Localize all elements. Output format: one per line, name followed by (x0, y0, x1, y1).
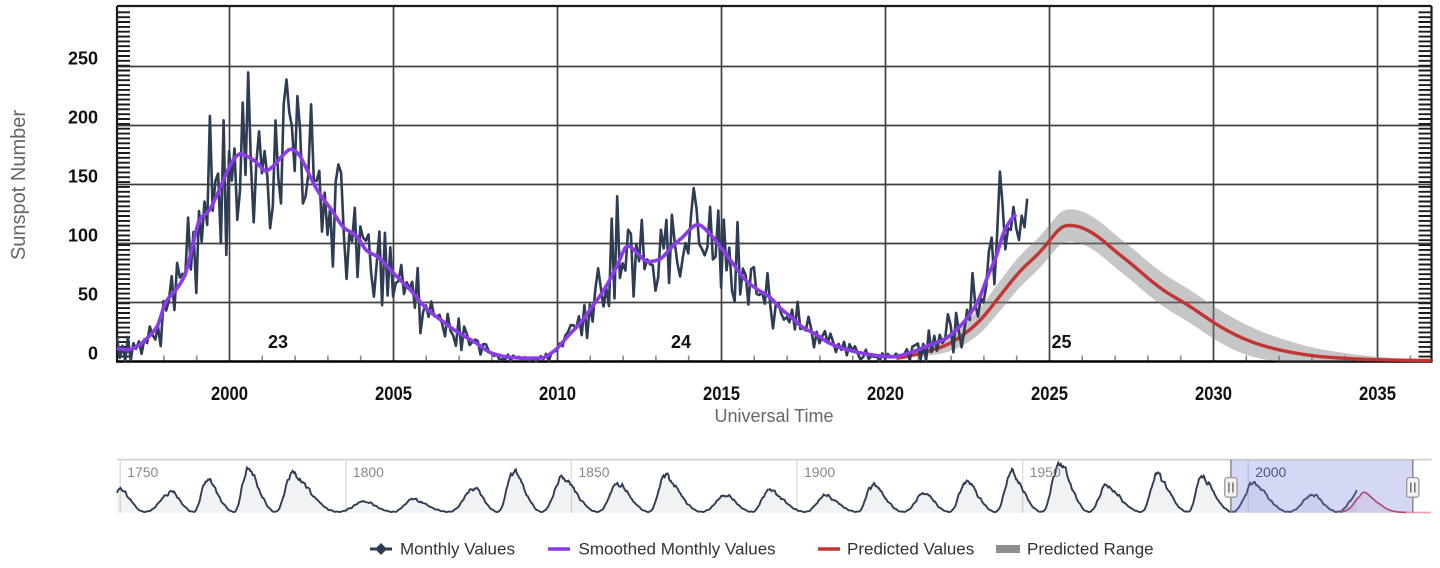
svg-text:2025: 2025 (1031, 384, 1068, 405)
svg-text:Universal Time: Universal Time (714, 406, 833, 426)
svg-text:1900: 1900 (804, 464, 835, 480)
svg-text:1800: 1800 (353, 464, 384, 480)
svg-text:Sunspot Number: Sunspot Number (8, 110, 30, 260)
svg-text:250: 250 (68, 48, 98, 68)
svg-text:2035: 2035 (1359, 384, 1396, 405)
svg-text:0: 0 (88, 343, 98, 363)
svg-text:Smoothed Monthly Values: Smoothed Monthly Values (579, 540, 776, 559)
svg-text:24: 24 (671, 332, 691, 352)
svg-text:1950: 1950 (1030, 464, 1061, 480)
svg-text:2015: 2015 (703, 384, 740, 405)
svg-text:2000: 2000 (1255, 464, 1286, 480)
svg-text:Predicted Values: Predicted Values (847, 540, 974, 559)
svg-text:50: 50 (78, 284, 98, 304)
svg-text:100: 100 (68, 225, 98, 245)
svg-text:25: 25 (1051, 332, 1071, 352)
svg-text:1750: 1750 (127, 464, 158, 480)
svg-text:Monthly Values: Monthly Values (400, 540, 515, 559)
svg-text:Predicted Range: Predicted Range (1027, 540, 1154, 559)
svg-text:2000: 2000 (211, 384, 248, 405)
svg-text:200: 200 (68, 107, 98, 127)
svg-text:2010: 2010 (539, 384, 576, 405)
svg-text:23: 23 (268, 332, 288, 352)
svg-text:150: 150 (68, 166, 98, 186)
svg-text:2020: 2020 (867, 384, 904, 405)
svg-text:2030: 2030 (1195, 384, 1232, 405)
svg-text:1850: 1850 (578, 464, 609, 480)
svg-text:2005: 2005 (375, 384, 412, 405)
